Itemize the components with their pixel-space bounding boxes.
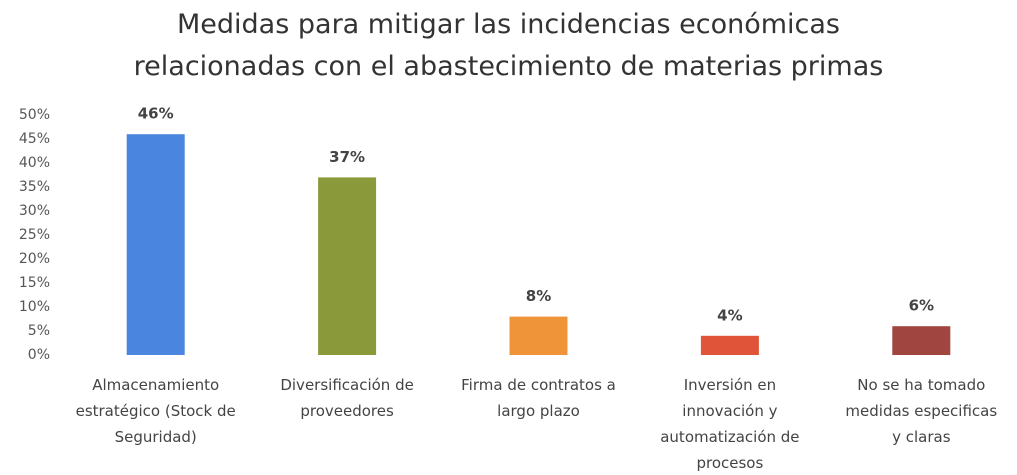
- y-tick-label: 40%: [19, 155, 50, 171]
- y-tick-label: 50%: [19, 107, 50, 123]
- chart-title: Medidas para mitigar las incidencias eco…: [133, 9, 884, 82]
- x-tick-label: No se ha tomado medidas especificas y cl…: [845, 376, 998, 446]
- y-tick-label: 10%: [19, 299, 50, 315]
- y-tick-label: 0%: [28, 347, 50, 363]
- y-tick-label: 25%: [19, 227, 50, 243]
- y-tick-label: 45%: [19, 131, 50, 147]
- y-tick-label: 35%: [19, 179, 50, 195]
- bar: [892, 326, 951, 355]
- x-tick-label: Diversificación de proveedores: [280, 376, 414, 420]
- bar: [700, 335, 759, 355]
- value-label: 8%: [526, 287, 551, 305]
- bar: [509, 316, 568, 355]
- value-label: 4%: [717, 306, 742, 324]
- x-tick-label: Firma de contratos a largo plazo: [461, 376, 616, 420]
- x-tick-label: Inversión en innovación y automatización…: [660, 376, 800, 472]
- y-tick-label: 15%: [19, 275, 50, 291]
- bar: [318, 177, 377, 355]
- y-tick-label: 5%: [28, 323, 50, 339]
- value-label: 6%: [909, 297, 934, 315]
- y-tick-label: 30%: [19, 203, 50, 219]
- x-tick-label: Almacenamiento estratégico (Stock de Seg…: [75, 376, 236, 446]
- value-label: 37%: [329, 148, 365, 166]
- bar: [126, 134, 185, 355]
- value-label: 46%: [138, 105, 174, 123]
- y-tick-label: 20%: [19, 251, 50, 267]
